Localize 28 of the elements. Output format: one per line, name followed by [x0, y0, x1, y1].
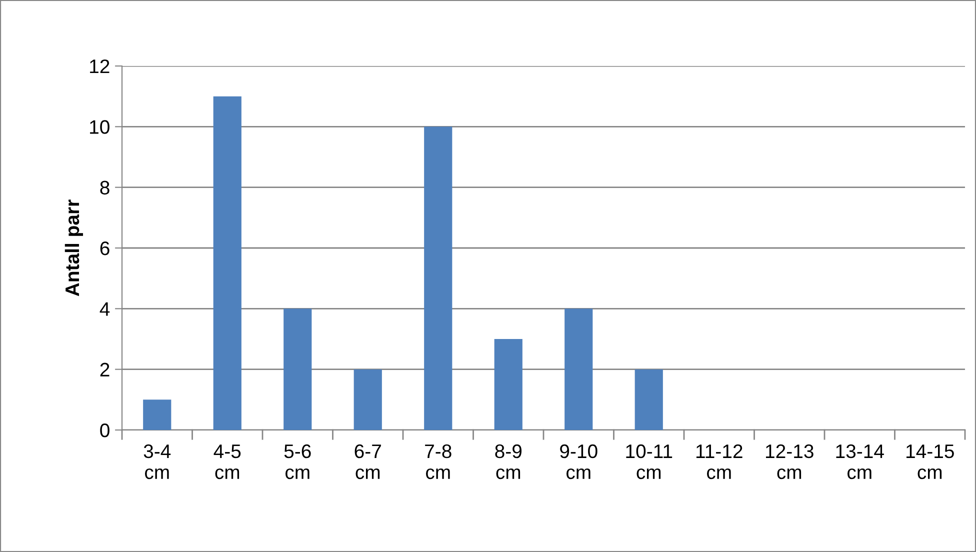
x-tick-label: 7-8 cm [425, 444, 452, 480]
y-tick-label: 6 [100, 241, 110, 256]
x-tick-label: 13-14 cm [836, 444, 884, 480]
y-tick-label: 4 [100, 302, 110, 316]
y-tick-label: 0 [100, 423, 110, 438]
bar [634, 369, 663, 430]
x-tick-label: 12-13 cm [766, 444, 814, 480]
y-axis-title: Antall parr [64, 200, 84, 296]
y-tick-label: 8 [100, 180, 110, 195]
x-tick-label: 5-6 cm [284, 444, 311, 480]
x-tick-label: 10-11 cm [626, 444, 672, 480]
bar [143, 400, 172, 430]
bar [354, 369, 382, 430]
x-tick-label: 3-4 cm [144, 444, 171, 480]
x-tick-label: 4-5 cm [214, 444, 241, 480]
x-tick-label: 9-10 cm [560, 444, 598, 480]
x-tick-label: 14-15 cm [906, 444, 954, 480]
x-tick-label: 11-12 cm [696, 444, 742, 480]
bar [284, 308, 312, 430]
x-tick-label: 8-9 cm [495, 444, 522, 480]
y-tick-label: 12 [90, 59, 110, 74]
bar [564, 308, 593, 430]
bar [213, 96, 242, 430]
x-tick-label: 6-7 cm [354, 444, 381, 480]
bar [424, 126, 452, 430]
y-tick-label: 2 [100, 362, 110, 376]
y-tick-label: 10 [90, 120, 110, 134]
bar [494, 339, 522, 430]
